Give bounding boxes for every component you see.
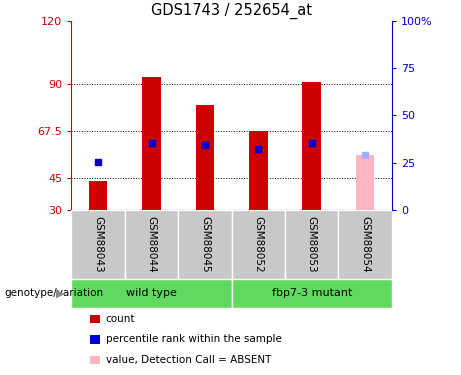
Text: GSM88053: GSM88053 bbox=[307, 216, 317, 272]
Text: GSM88054: GSM88054 bbox=[360, 216, 370, 272]
Bar bbox=[231, 279, 392, 308]
Text: GSM88043: GSM88043 bbox=[93, 216, 103, 272]
Bar bbox=[231, 210, 285, 279]
Bar bbox=[356, 155, 374, 210]
Bar bbox=[89, 180, 107, 210]
Bar bbox=[178, 210, 231, 279]
Bar bbox=[142, 78, 161, 210]
Text: count: count bbox=[106, 314, 135, 324]
Text: GSM88044: GSM88044 bbox=[147, 216, 157, 272]
Title: GDS1743 / 252654_at: GDS1743 / 252654_at bbox=[151, 3, 312, 19]
Bar bbox=[195, 105, 214, 210]
Bar bbox=[71, 279, 231, 308]
Bar bbox=[338, 210, 392, 279]
Bar bbox=[125, 210, 178, 279]
Text: percentile rank within the sample: percentile rank within the sample bbox=[106, 334, 282, 344]
Text: genotype/variation: genotype/variation bbox=[5, 288, 104, 298]
Bar bbox=[285, 210, 338, 279]
Bar bbox=[249, 131, 268, 210]
Text: GSM88045: GSM88045 bbox=[200, 216, 210, 272]
Text: fbp7-3 mutant: fbp7-3 mutant bbox=[272, 288, 352, 298]
Text: ▶: ▶ bbox=[56, 288, 65, 298]
Text: wild type: wild type bbox=[126, 288, 177, 298]
Bar bbox=[302, 82, 321, 210]
Text: GSM88052: GSM88052 bbox=[254, 216, 263, 272]
Text: value, Detection Call = ABSENT: value, Detection Call = ABSENT bbox=[106, 355, 271, 365]
Bar bbox=[71, 210, 125, 279]
